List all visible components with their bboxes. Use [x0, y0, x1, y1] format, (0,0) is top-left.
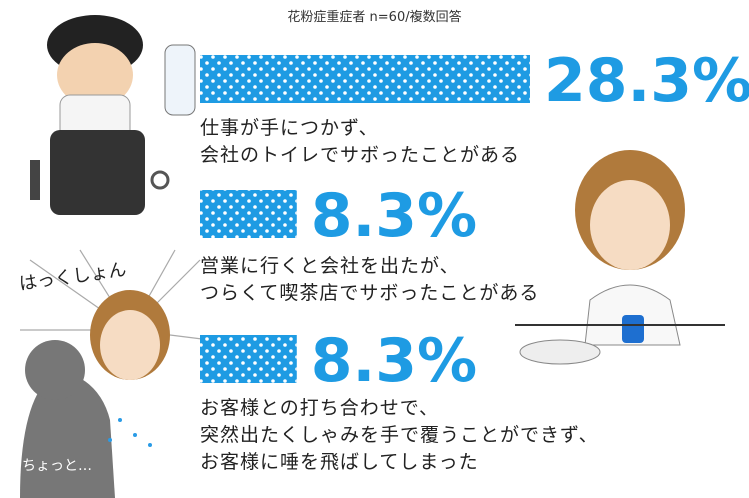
value-label: 28.3%: [544, 46, 749, 116]
category-label: お客様との打ち合わせで、 突然出たくしゃみを手で覆うことができず、 お客様に唾を…: [200, 395, 599, 476]
subtitle: 花粉症重症者 n=60/複数回答: [0, 6, 749, 25]
category-label: 仕事が手につかず、 会社のトイレでサボったことがある: [200, 115, 520, 169]
illustration-sneeze: はっくしょん ちょっと…: [18, 250, 210, 498]
bar-dots: [200, 55, 530, 103]
illustration-woman-right: [515, 150, 725, 364]
value-label: 8.3%: [311, 326, 477, 396]
infographic: はっくしょん ちょっと… 28.3% 8.3% 8.3% 花粉症重症者 n=60/複…: [0, 0, 749, 498]
illustration-text: ちょっと…: [22, 458, 92, 474]
bar-dots: [200, 335, 297, 383]
illustration-man: [30, 15, 195, 215]
bar-dots: [200, 190, 297, 238]
value-label: 8.3%: [311, 181, 477, 251]
category-label: 営業に行くと会社を出たが、 つらくて喫茶店でサボったことがある: [200, 253, 539, 307]
